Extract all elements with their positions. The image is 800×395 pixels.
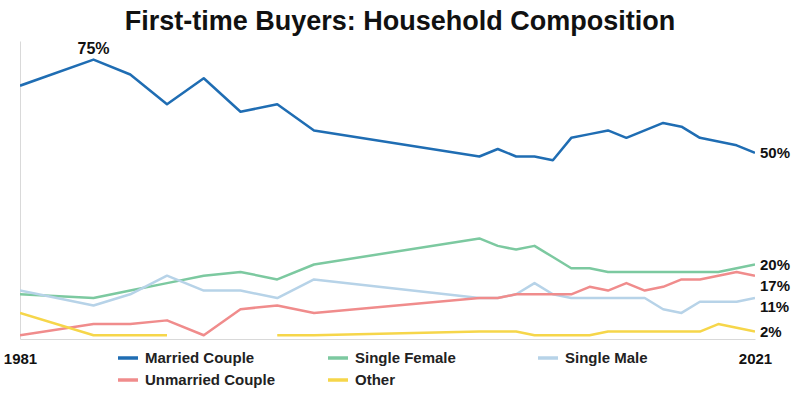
x-tick: 1981	[4, 339, 37, 367]
series-line	[20, 238, 755, 298]
legend-label: Single Female	[355, 349, 456, 366]
x-axis-line	[21, 339, 756, 340]
legend-swatch	[328, 378, 348, 382]
legend-swatch	[118, 356, 138, 360]
title: First-time Buyers: Household Composition	[125, 6, 676, 36]
legend-item: Other	[328, 371, 395, 388]
lines	[20, 60, 755, 336]
series-line	[20, 272, 755, 335]
legend-label: Single Male	[565, 349, 648, 366]
x-tick-label: 2021	[739, 350, 772, 367]
legend-item: Single Male	[538, 349, 648, 366]
annotation: 75%	[77, 40, 109, 57]
x-tick: 2021	[739, 339, 772, 367]
x-axis: 1981 2021	[4, 339, 772, 367]
end-label: 17%	[760, 277, 790, 294]
series-line	[20, 60, 755, 161]
end-label: 20%	[760, 256, 790, 273]
chart: First-time Buyers: Household Composition…	[0, 0, 800, 395]
legend-item: Married Couple	[118, 349, 254, 366]
series-line	[20, 313, 755, 335]
legend-label: Unmarried Couple	[145, 371, 275, 388]
annotations: 75% 50% 20% 17% 11% 2%	[77, 40, 790, 340]
legend: Married Couple Single Female Single Male Un…	[118, 349, 648, 388]
legend-label: Married Couple	[145, 349, 254, 366]
legend-swatch	[538, 356, 558, 360]
end-label: 11%	[760, 298, 789, 315]
legend-item: Single Female	[328, 349, 456, 366]
x-tick-label: 1981	[4, 350, 37, 367]
legend-label: Other	[355, 371, 395, 388]
end-label: 2%	[760, 323, 782, 340]
legend-swatch	[328, 356, 348, 360]
legend-item: Unmarried Couple	[118, 371, 275, 388]
end-label: 50%	[760, 144, 790, 161]
legend-swatch	[118, 378, 138, 382]
